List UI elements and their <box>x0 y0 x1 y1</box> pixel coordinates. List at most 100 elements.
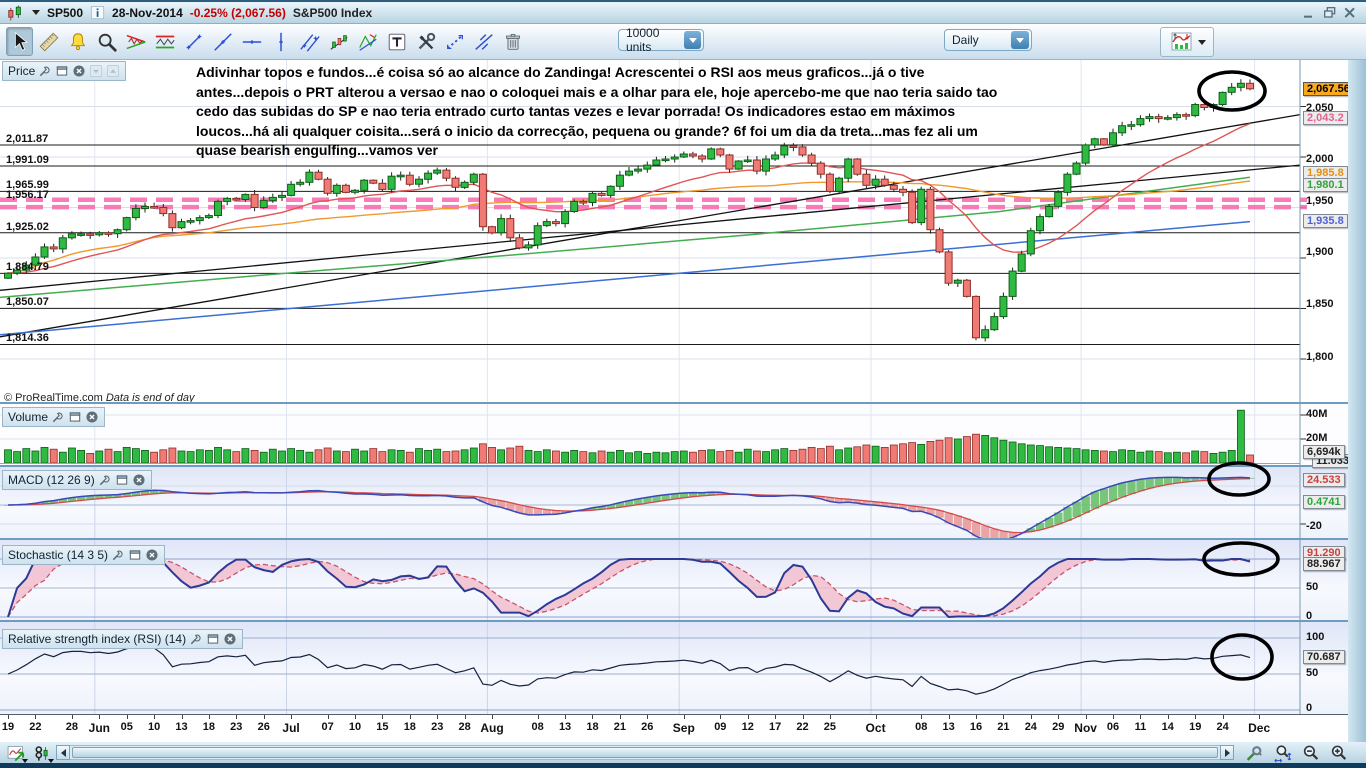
indicator-add-button[interactable] <box>5 744 29 763</box>
xaxis-tick <box>720 715 722 719</box>
segment-tool-button[interactable] <box>180 27 207 56</box>
slash-lines-icon <box>474 33 493 50</box>
scroll-right-arrow[interactable] <box>1220 745 1234 760</box>
add-indicator-button[interactable] <box>1160 27 1214 57</box>
retracement-tool-button[interactable] <box>354 27 381 56</box>
indicator-button-caret[interactable] <box>1197 39 1206 45</box>
xaxis-label: 25 <box>823 721 837 733</box>
timeframe-dropdown[interactable]: Daily <box>944 29 1032 51</box>
chart-settings-icon <box>1246 746 1262 761</box>
zoom-in-button[interactable] <box>1328 744 1352 763</box>
xaxis-label: 06 <box>1106 721 1120 733</box>
timeframe-dropdown-caret[interactable] <box>1011 31 1029 49</box>
wrench-icon[interactable] <box>111 548 125 562</box>
chart-settings-button[interactable] <box>1243 744 1267 763</box>
drawing-tools-tool-button[interactable] <box>412 27 439 56</box>
horizontal-scrollbar[interactable] <box>56 745 1234 760</box>
volume-panel[interactable] <box>0 404 1348 467</box>
xaxis-tick <box>948 715 950 719</box>
vertical-line-tool-button[interactable] <box>267 27 294 56</box>
xaxis-label: 14 <box>1161 721 1174 733</box>
wrench-icon[interactable] <box>38 64 52 78</box>
close-icon[interactable] <box>72 64 86 78</box>
ruler-tool-button[interactable] <box>35 27 62 56</box>
xaxis-label: 12 <box>741 721 754 733</box>
zoom-out-button[interactable] <box>1300 744 1324 763</box>
window-icon[interactable] <box>115 473 129 487</box>
minimize-icon[interactable] <box>1302 5 1318 21</box>
drawing-toolbar: 10000 units Daily <box>0 24 1366 60</box>
wrench-icon[interactable] <box>98 473 112 487</box>
wrench-icon[interactable] <box>51 410 65 424</box>
macd-panel-label: MACD (12 26 9) <box>8 473 95 487</box>
text-tool-tool-button[interactable] <box>383 27 410 56</box>
horizontal-line-tool-button[interactable] <box>238 27 265 56</box>
indicator-add-caret[interactable] <box>22 759 28 763</box>
dotted-segment-tool-button[interactable] <box>441 27 468 56</box>
wrench-icon[interactable] <box>189 632 203 646</box>
units-dropdown-caret[interactable] <box>684 31 701 49</box>
user-annotation-text[interactable]: Adivinhar topos e fundos...é coisa só ao… <box>196 63 997 161</box>
xaxis-tick <box>464 715 466 719</box>
dotted-segment-icon <box>446 34 463 49</box>
indicator-chart-icon <box>1171 32 1191 51</box>
zoom-fit-button[interactable] <box>1272 744 1296 763</box>
close-icon[interactable] <box>132 473 146 487</box>
horizontal-line-icon <box>242 39 261 44</box>
window-icon[interactable] <box>128 548 142 562</box>
units-dropdown[interactable]: 10000 units <box>618 26 704 54</box>
close-icon[interactable] <box>1342 5 1358 21</box>
restore-icon[interactable] <box>1322 5 1338 21</box>
window-icon[interactable] <box>68 410 82 424</box>
move-down-icon[interactable] <box>89 64 103 78</box>
xaxis-label: 28 <box>65 721 79 733</box>
candlestick-chart-icon <box>5 3 25 23</box>
window-icon[interactable] <box>55 64 69 78</box>
alarm-bell-tool-button[interactable] <box>64 27 91 56</box>
trendline-tool-button[interactable] <box>209 27 236 56</box>
xaxis-label: 26 <box>257 721 270 733</box>
zoom-magnifier-tool-button[interactable] <box>93 27 120 56</box>
symbol-dropdown-caret[interactable] <box>32 10 40 15</box>
display-style-caret[interactable] <box>48 759 54 763</box>
bearish-pattern-tool-button[interactable] <box>122 27 149 56</box>
display-style-button[interactable] <box>31 744 55 763</box>
parallel-lines-tool-button[interactable] <box>296 27 323 56</box>
slash-lines-tool-button[interactable] <box>470 27 497 56</box>
price-panel[interactable] <box>0 59 1348 404</box>
channel-pattern-tool-button[interactable] <box>151 27 178 56</box>
xaxis-tick <box>492 715 493 719</box>
regression-candles-tool-button[interactable] <box>325 27 352 56</box>
scroll-left-arrow[interactable] <box>56 745 70 760</box>
xaxis-label: 26 <box>641 721 654 733</box>
close-icon[interactable] <box>85 410 99 424</box>
xaxis-label: 29 <box>1052 721 1065 733</box>
xaxis-tick <box>355 715 357 719</box>
info-icon[interactable] <box>90 5 105 20</box>
scrollbar-track[interactable] <box>70 745 1220 760</box>
xaxis-tick <box>126 715 128 719</box>
xaxis-label: 19 <box>1189 721 1202 733</box>
time-axis[interactable]: 19 22 28 Jun 05 10 13 18 23 26 Jul 07 10 15 18 23 28 Aug 0… <box>0 714 1348 744</box>
stoch-panel-label: Stochastic (14 3 5) <box>8 548 109 562</box>
xaxis-label: 24 <box>1024 721 1037 733</box>
xaxis-tick <box>619 715 621 719</box>
xaxis-tick <box>1222 715 1224 719</box>
close-icon[interactable] <box>223 632 237 646</box>
xaxis-label: 22 <box>29 721 42 733</box>
alarm-bell-icon <box>70 32 85 50</box>
xaxis-tick <box>1085 715 1087 719</box>
scrollbar-thumb[interactable] <box>72 747 1218 758</box>
stochastic-panel[interactable] <box>0 540 1348 622</box>
trash-tool-button[interactable] <box>499 27 526 56</box>
close-icon[interactable] <box>145 548 159 562</box>
xaxis-tick <box>565 715 567 719</box>
move-up-icon[interactable] <box>106 64 120 78</box>
cursor-tool-button[interactable] <box>6 27 33 56</box>
macd-panel[interactable] <box>0 467 1348 540</box>
xaxis-label: 18 <box>202 721 216 733</box>
xaxis-label: Sep <box>672 721 695 735</box>
window-icon[interactable] <box>206 632 220 646</box>
xaxis-tick <box>875 715 877 719</box>
xaxis-tick <box>99 715 101 719</box>
